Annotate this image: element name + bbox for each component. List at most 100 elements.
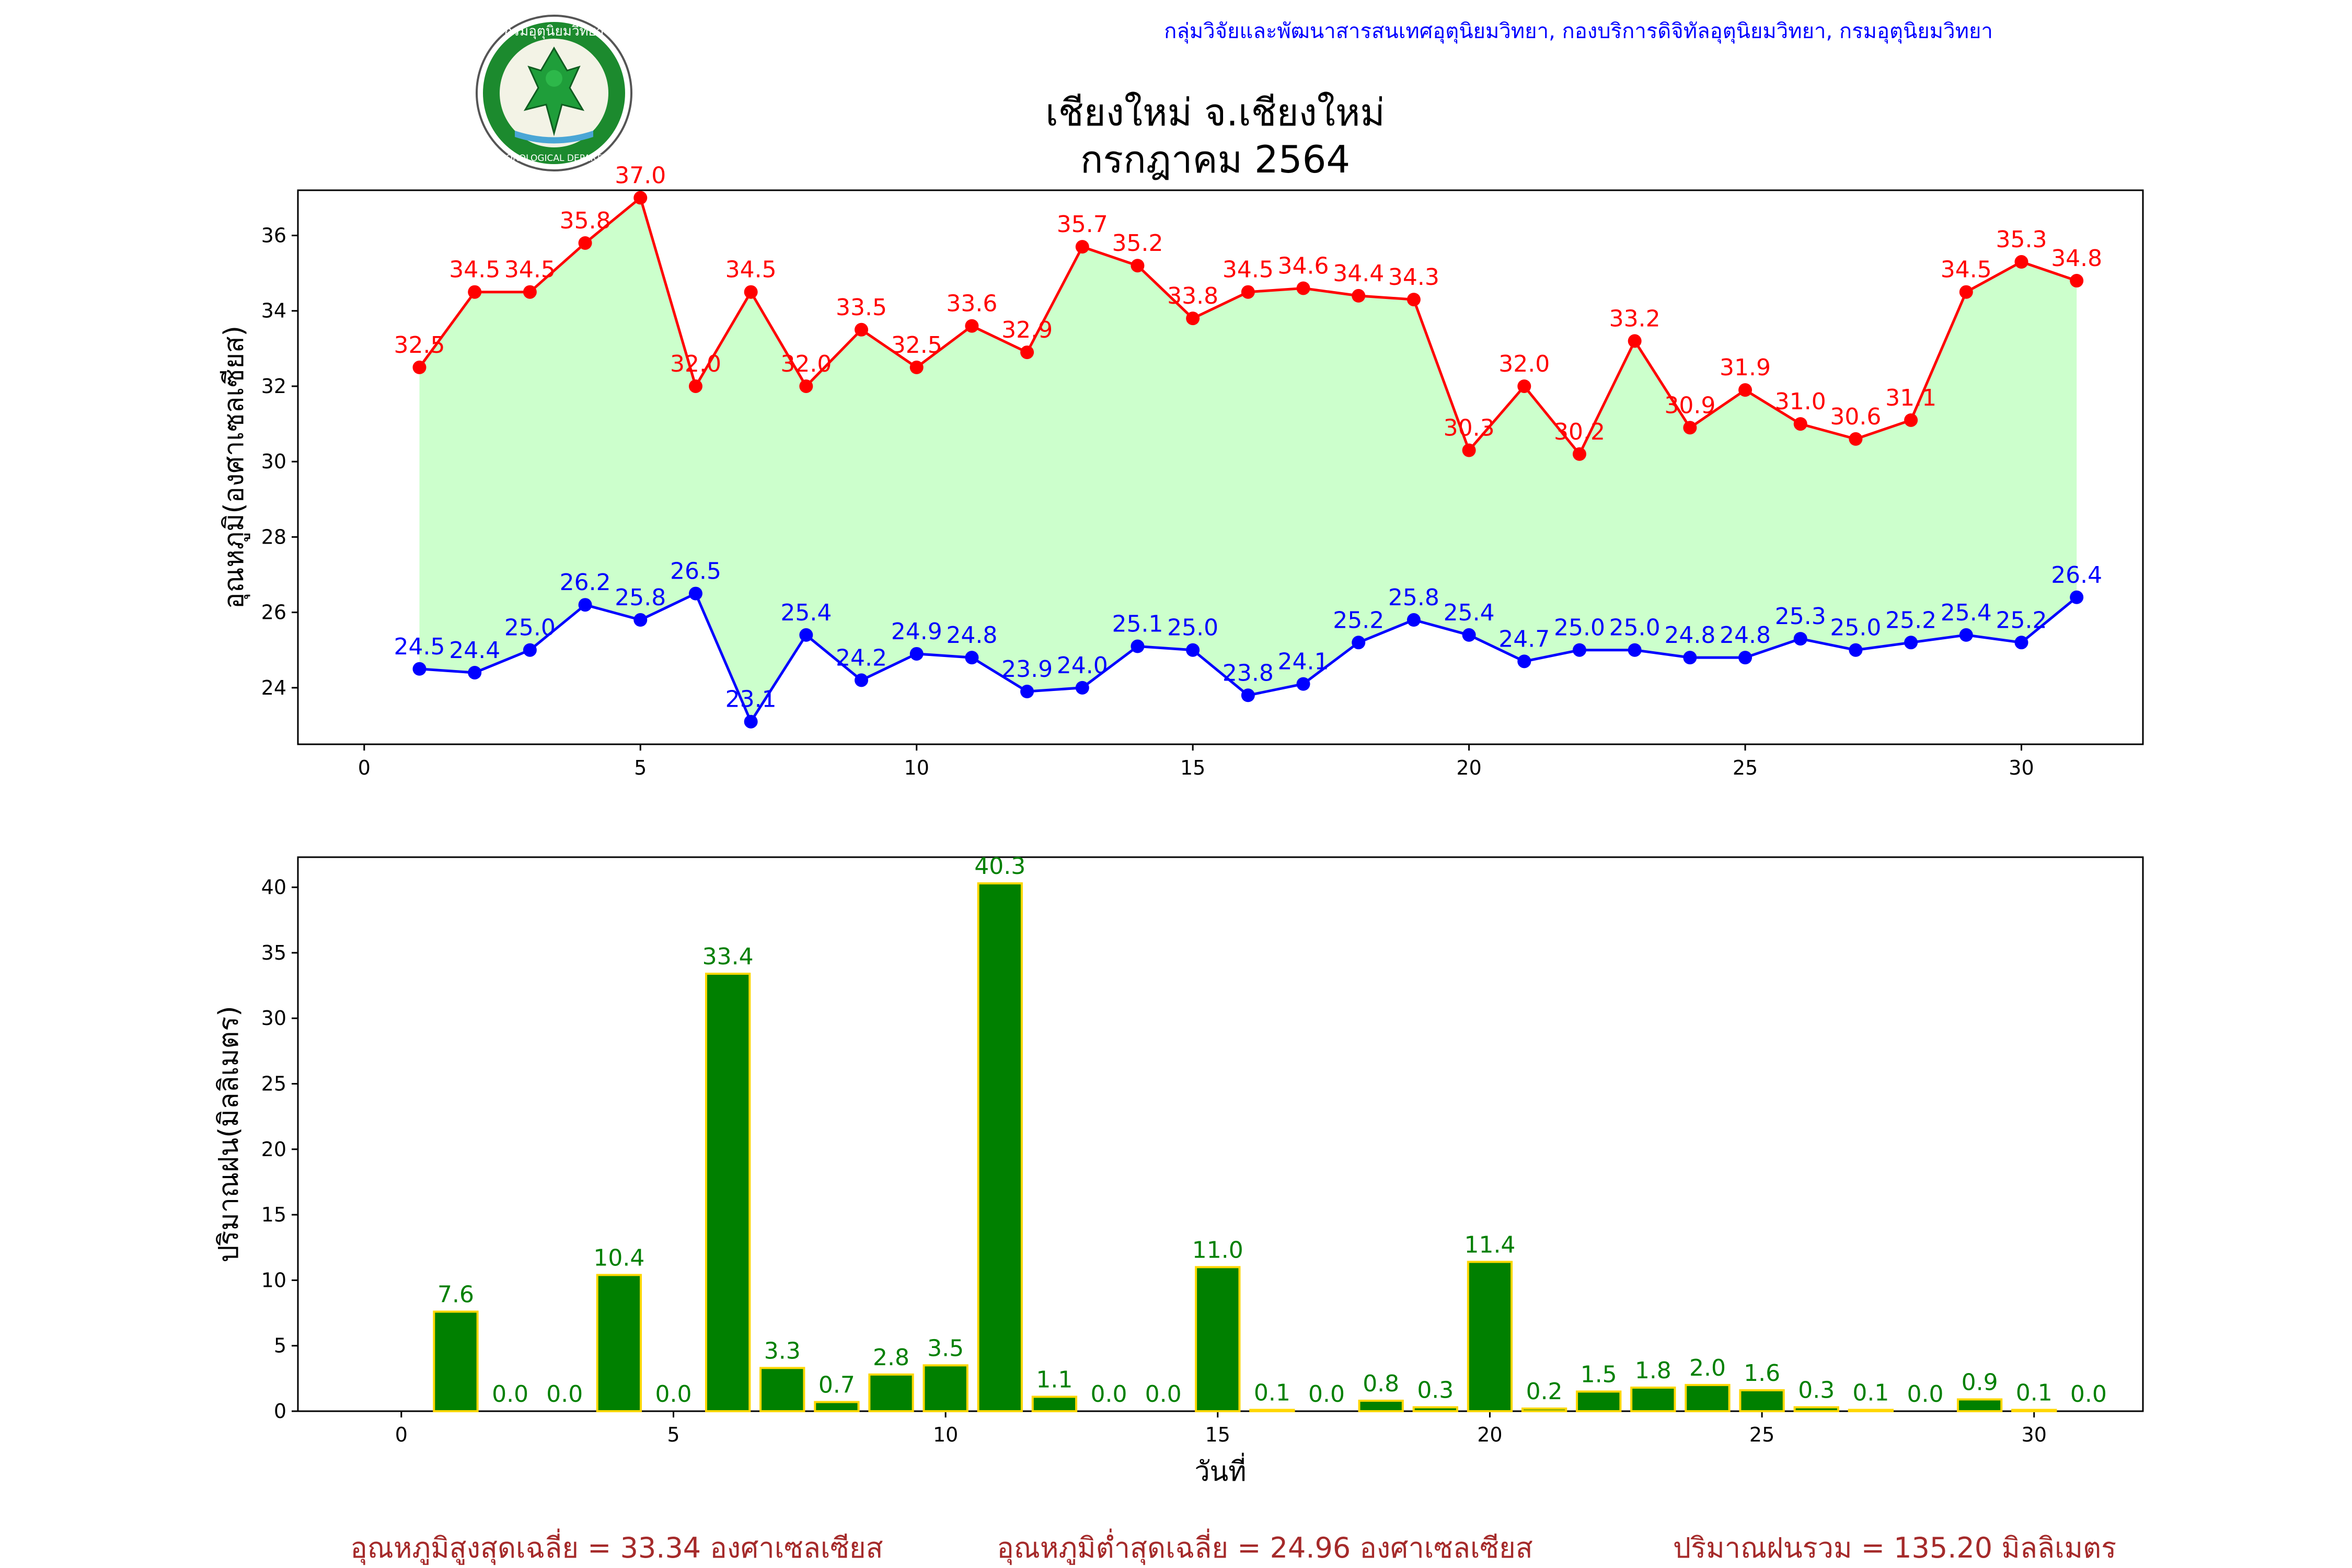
rain-bar xyxy=(1848,1409,1894,1413)
y-tick-label: 30 xyxy=(261,1007,286,1030)
rain-bar-label: 2.0 xyxy=(1689,1355,1726,1381)
y-tick-label: 20 xyxy=(261,1138,286,1161)
max-temp-point xyxy=(688,379,702,393)
min-temp-label: 24.8 xyxy=(1664,622,1715,649)
max-temp-label: 35.8 xyxy=(560,207,611,234)
min-temp-label: 25.0 xyxy=(1167,615,1218,641)
min-temp-label: 25.2 xyxy=(1885,607,1936,633)
rain-bar-label: 0.2 xyxy=(1526,1378,1563,1405)
min-temp-point xyxy=(1738,651,1753,665)
rain-bar-label: 0.0 xyxy=(2070,1381,2107,1408)
min-temp-label: 25.2 xyxy=(1333,607,1384,633)
max-temp-label: 33.8 xyxy=(1167,283,1218,309)
max-temp-point xyxy=(1075,240,1089,254)
min-temp-label: 25.1 xyxy=(1112,611,1163,638)
rainfall-y-ticks: 0 5 10 15 20 25 30 35 40 xyxy=(261,876,298,1423)
max-temp-label: 34.5 xyxy=(504,257,556,283)
min-temp-label: 24.8 xyxy=(946,622,997,649)
max-temp-label: 30.2 xyxy=(1554,419,1605,445)
temperature-points xyxy=(412,191,2084,729)
min-temp-label: 26.4 xyxy=(2051,562,2102,589)
rain-bar-label: 0.1 xyxy=(2016,1379,2053,1406)
min-temp-point xyxy=(468,665,482,679)
max-temp-point xyxy=(412,360,426,374)
y-tick-label: 30 xyxy=(261,450,286,473)
max-temp-point xyxy=(1572,447,1586,461)
rain-bar xyxy=(433,1310,479,1412)
max-temp-point xyxy=(1849,432,1863,446)
x-tick-label: 20 xyxy=(1456,756,1481,779)
rain-bar xyxy=(1358,1399,1404,1412)
max-temp-point xyxy=(1462,443,1476,457)
x-tick-label: 5 xyxy=(634,756,647,779)
min-temp-label: 25.0 xyxy=(1554,615,1605,641)
min-temp-label: 25.4 xyxy=(1444,599,1495,626)
max-temp-label: 34.8 xyxy=(2051,245,2102,272)
max-temp-point xyxy=(578,236,592,250)
min-temp-point xyxy=(633,613,648,627)
rain-bar xyxy=(1576,1390,1622,1413)
min-temp-label: 25.2 xyxy=(1996,607,2047,633)
rain-bar-label: 11.0 xyxy=(1192,1237,1243,1263)
min-temp-point xyxy=(744,714,758,729)
x-tick-label: 30 xyxy=(2009,756,2034,779)
min-temp-label: 25.3 xyxy=(1775,603,1826,630)
rain-bar xyxy=(1521,1407,1567,1413)
min-temp-point xyxy=(965,651,979,665)
max-temp-label: 35.2 xyxy=(1112,230,1163,257)
max-temp-label: 32.9 xyxy=(1001,317,1053,343)
max-temp-point xyxy=(855,322,869,337)
max-temp-point xyxy=(1406,293,1421,307)
avg-max-temp-summary: อุณหภูมิสูงสุดเฉลี่ย = 33.34 องศาเซลเซีย… xyxy=(350,1528,883,1565)
max-temp-point xyxy=(744,285,758,299)
max-temp-label: 34.3 xyxy=(1388,264,1439,291)
min-temp-label: 24.4 xyxy=(449,637,500,664)
rain-bar-label: 11.4 xyxy=(1464,1231,1515,1258)
max-temp-point xyxy=(1352,289,1366,303)
max-temp-label: 32.5 xyxy=(891,332,942,359)
rain-bar xyxy=(923,1364,969,1413)
rain-bar-label: 3.3 xyxy=(764,1338,801,1364)
min-temp-label: 23.8 xyxy=(1223,660,1274,686)
min-temp-point xyxy=(1572,643,1586,657)
temperature-y-axis-label: อุณหภูมิ(องศาเซลเซียส) xyxy=(218,326,250,609)
x-tick-label: 10 xyxy=(933,1423,958,1446)
rain-bar-label: 0.3 xyxy=(1798,1377,1835,1403)
max-temp-label: 30.3 xyxy=(1444,415,1495,442)
rain-bar-label: 0.0 xyxy=(546,1381,583,1408)
min-temp-label: 25.8 xyxy=(615,584,666,611)
y-tick-label: 36 xyxy=(261,224,286,247)
min-temp-point xyxy=(1296,677,1310,691)
x-tick-label: 0 xyxy=(395,1423,408,1446)
rain-bar-label: 40.3 xyxy=(974,853,1025,880)
max-temp-label: 32.5 xyxy=(394,332,445,359)
rain-bar-label: 0.0 xyxy=(1907,1381,1943,1408)
min-temp-label: 24.8 xyxy=(1720,622,1771,649)
rain-bar xyxy=(759,1367,805,1412)
logo-text-top: กรมอุตุนิยมวิทยา xyxy=(504,24,604,39)
min-temp-label: 25.0 xyxy=(1609,615,1661,641)
y-tick-label: 28 xyxy=(261,525,286,548)
max-temp-label: 33.6 xyxy=(946,291,997,317)
min-temp-point xyxy=(578,598,592,612)
min-temp-point xyxy=(1683,651,1697,665)
department-logo: กรมอุตุนิยมวิทยา METEOROLOGICAL DEPARTME… xyxy=(476,15,632,171)
rain-bar-label: 0.1 xyxy=(1852,1379,1889,1406)
y-tick-label: 10 xyxy=(261,1269,286,1292)
max-temp-point xyxy=(1738,383,1753,397)
rain-bar-label: 33.4 xyxy=(702,943,754,970)
rain-bar xyxy=(868,1373,914,1412)
max-temp-point xyxy=(1241,285,1255,299)
max-temp-label: 34.5 xyxy=(1941,257,1992,283)
y-tick-label: 15 xyxy=(261,1203,286,1226)
max-temp-point xyxy=(1628,334,1642,348)
rain-bar xyxy=(1031,1396,1078,1413)
min-temp-point xyxy=(909,647,924,661)
temperature-y-ticks: 24 26 28 30 32 34 36 xyxy=(261,224,298,699)
y-tick-label: 25 xyxy=(261,1073,286,1096)
rain-bar xyxy=(1956,1398,2003,1412)
rain-bar-label: 0.0 xyxy=(1145,1381,1182,1408)
min-temp-point xyxy=(1849,643,1863,657)
max-temp-label: 33.5 xyxy=(836,294,887,321)
min-temp-label: 26.2 xyxy=(560,569,611,596)
